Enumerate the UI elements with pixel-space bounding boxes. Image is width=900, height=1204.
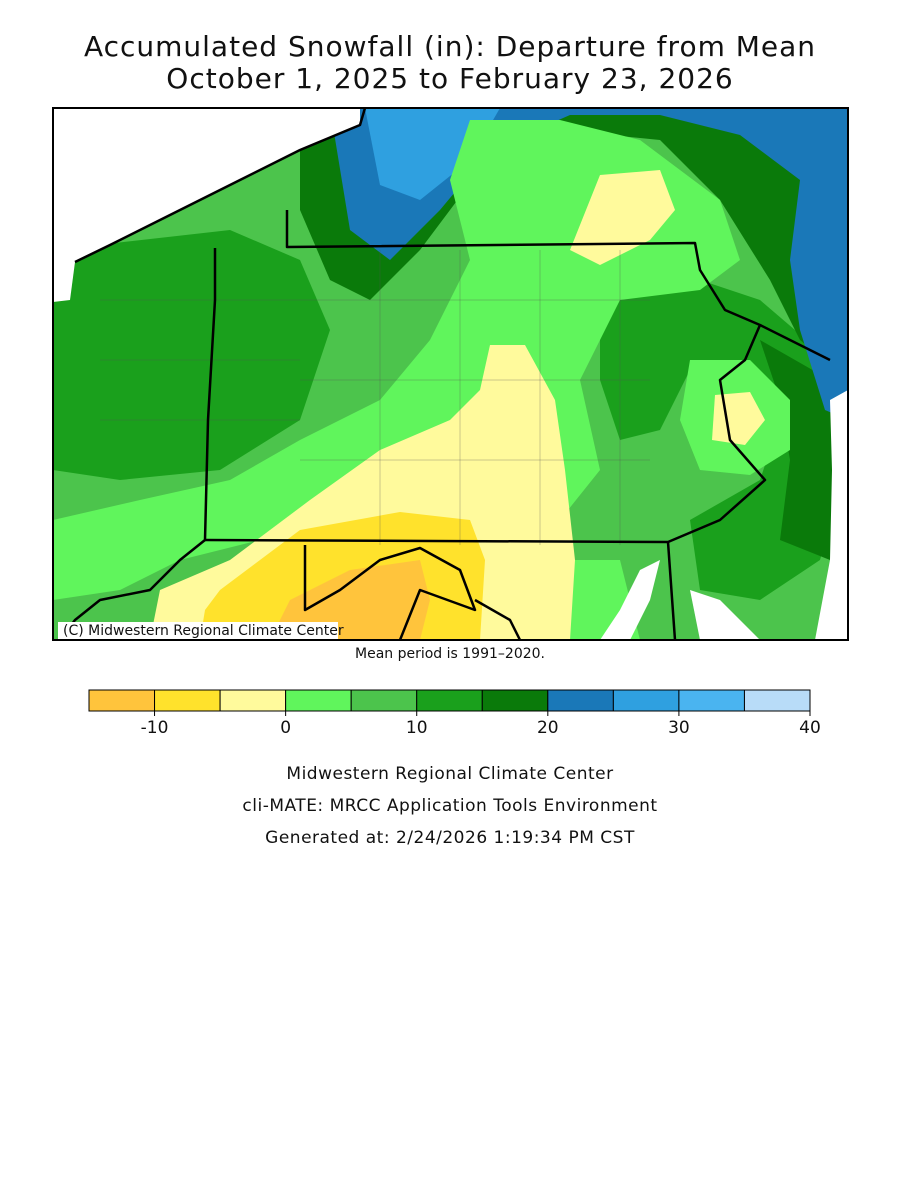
map	[53, 108, 848, 640]
contour-region	[53, 120, 740, 600]
contour-region	[53, 230, 330, 480]
legend-tick-label: 10	[406, 718, 428, 738]
legend-tick-label: -10	[141, 718, 169, 738]
map-frame	[52, 107, 849, 641]
legend-tick-label: 0	[280, 718, 291, 738]
title-line: Accumulated Snowfall (in): Departure fro…	[84, 30, 816, 63]
legend-bin	[350, 689, 418, 712]
legend-bin	[481, 689, 549, 712]
legend-bin	[88, 689, 156, 712]
legend-bin	[743, 689, 811, 712]
map-note: Mean period is 1991–2020.	[355, 646, 545, 662]
color-legend: -10 0 10 20 30 40	[88, 689, 821, 738]
legend-bin	[612, 689, 680, 712]
title-line: October 1, 2025 to February 23, 2026	[166, 62, 733, 95]
footer-line: Midwestern Regional Climate Center	[286, 764, 613, 784]
legend-bin	[547, 689, 614, 712]
legend-tick-label: 20	[537, 718, 559, 738]
state-border	[303, 541, 677, 640]
state-border	[59, 248, 217, 640]
shoreline	[74, 108, 367, 264]
contour-region	[365, 108, 500, 200]
state-border	[204, 210, 767, 544]
legend-bin	[416, 689, 483, 712]
legend-bin	[285, 689, 352, 712]
legend-tick-label: 40	[799, 718, 821, 738]
footer-line: cli-MATE: MRCC Application Tools Environ…	[242, 796, 657, 816]
legend-bin	[154, 689, 221, 712]
contour-region	[570, 170, 675, 265]
credit-box	[58, 622, 338, 639]
map-credit: (C) Midwestern Regional Climate Center	[63, 623, 344, 639]
county-lines	[100, 250, 650, 545]
chesapeake-bay	[600, 560, 660, 640]
footer-line: Generated at: 2/24/2026 1:19:34 PM CST	[265, 828, 635, 848]
legend-bin	[678, 689, 745, 712]
legend-tick-label: 30	[668, 718, 690, 738]
lake-erie	[53, 108, 360, 262]
water	[53, 262, 75, 302]
state-border	[759, 323, 831, 362]
contour-region	[270, 560, 430, 640]
legend-bin	[219, 689, 287, 712]
ocean	[815, 390, 848, 640]
delaware-bay	[690, 590, 760, 640]
